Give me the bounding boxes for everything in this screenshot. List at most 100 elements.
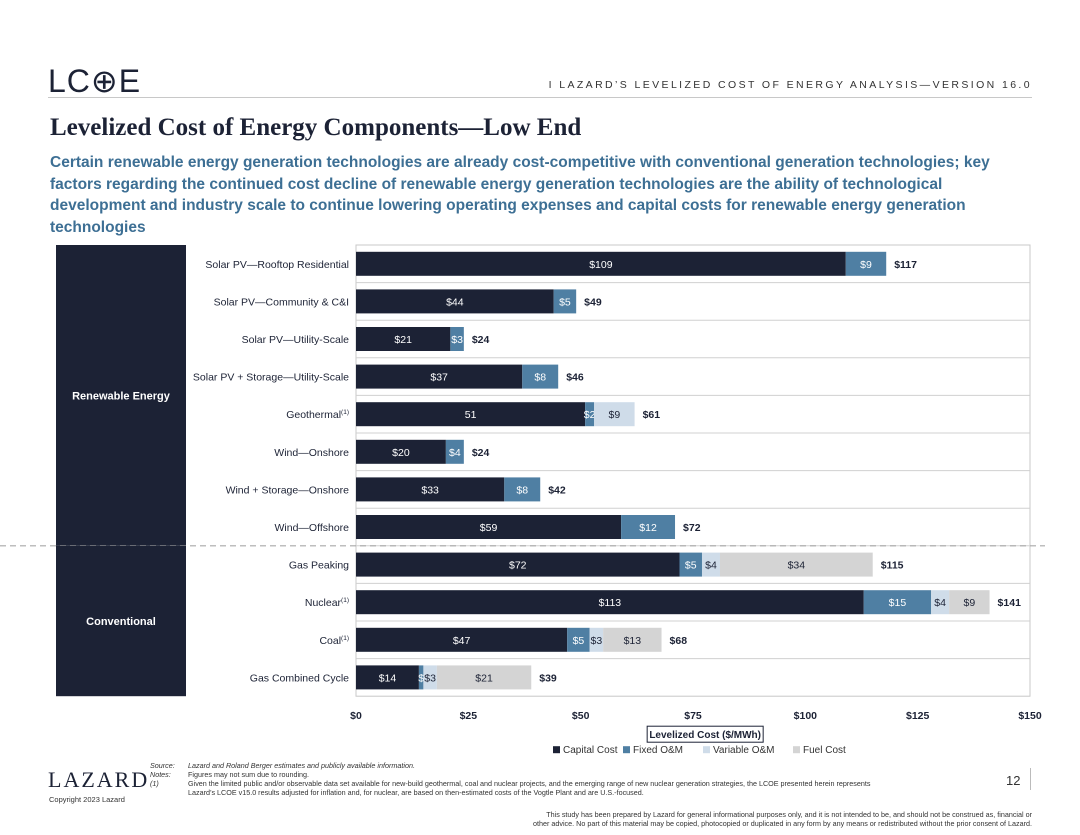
- bar-total-label: $61: [643, 409, 661, 421]
- bar-segment: [356, 665, 419, 690]
- bar-segment: [356, 402, 586, 427]
- segment-label: $4: [934, 597, 946, 609]
- segment-label: $72: [509, 560, 527, 572]
- bar-segment: [567, 627, 590, 652]
- bar-total-label: $72: [683, 522, 701, 534]
- page-number-divider: [1030, 768, 1031, 790]
- bar-segment: [356, 515, 622, 539]
- bar-segment: [589, 627, 604, 652]
- bar-segment: [845, 251, 887, 276]
- legend-swatch: [623, 746, 630, 754]
- legend-label: Capital Cost: [563, 745, 618, 756]
- notes-text: Figures may not sum due to rounding.: [188, 770, 310, 779]
- segment-label: $9: [609, 409, 621, 421]
- bar-total-label: $24: [472, 334, 490, 346]
- bar-segment: [701, 552, 720, 577]
- segment-label: $21: [475, 672, 493, 684]
- bar-total-label: $68: [670, 635, 688, 647]
- segment-label: $21: [394, 334, 412, 346]
- segment-label: $8: [516, 484, 528, 496]
- bar-segment: [949, 590, 990, 615]
- bar-segment: [356, 289, 554, 314]
- note1-line1: Given the limited public and/or observab…: [188, 779, 871, 788]
- group-band-label: Renewable Energy: [72, 390, 171, 402]
- notes-key: Notes:: [150, 770, 171, 779]
- category-footnote-marker: (1): [341, 597, 349, 604]
- page-subtitle: Certain renewable energy generation tech…: [50, 154, 990, 236]
- x-tick-label: $50: [572, 710, 590, 722]
- category-label: Solar PV—Community & C&I: [214, 296, 349, 308]
- bar-total-label: $24: [472, 447, 490, 459]
- bar-segment: [418, 665, 424, 690]
- bar-total-label: $141: [998, 597, 1022, 609]
- category-footnote-marker: (1): [341, 409, 349, 416]
- group-band: [56, 545, 186, 697]
- bar-total-label: $46: [566, 372, 584, 384]
- note1-line2: Lazard’s LCOE v15.0 results adjusted for…: [188, 788, 644, 797]
- legend-swatch: [703, 746, 710, 754]
- disclaimer: This study has been prepared by Lazard f…: [412, 810, 1032, 828]
- category-label: Wind—Onshore: [274, 447, 349, 459]
- legend-swatch: [553, 746, 560, 754]
- bar-segment: [719, 552, 873, 577]
- legend-label: Variable O&M: [713, 745, 775, 756]
- segment-label: $20: [392, 447, 410, 459]
- segment-label: $109: [589, 259, 613, 271]
- segment-label: $47: [453, 635, 471, 647]
- category-label: Wind + Storage—Onshore: [226, 484, 350, 496]
- segment-label: $4: [705, 560, 717, 572]
- legend-swatch: [793, 746, 800, 754]
- bar-segment: [504, 477, 541, 502]
- bar-segment: [356, 439, 446, 464]
- legend-label: Fixed O&M: [633, 745, 683, 756]
- bar-segment: [356, 327, 451, 351]
- bar-segment: [450, 327, 464, 351]
- segment-label: $9: [860, 259, 872, 271]
- bar-segment: [585, 402, 595, 427]
- bar-segment: [356, 590, 864, 615]
- bar-segment: [603, 627, 662, 652]
- category-label: Gas Combined Cycle: [250, 672, 349, 684]
- bar-segment: [863, 590, 932, 615]
- segment-label: $: [418, 672, 424, 684]
- bar-segment: [931, 590, 950, 615]
- segment-label: $9: [963, 597, 975, 609]
- category-label: Solar PV + Storage—Utility-Scale: [193, 372, 349, 384]
- x-tick-label: $75: [684, 710, 702, 722]
- segment-label: $13: [624, 635, 642, 647]
- segment-label: $3: [591, 635, 603, 647]
- x-axis-label: Levelized Cost ($/MWh): [649, 730, 761, 741]
- x-tick-label: $100: [794, 710, 818, 722]
- bar-segment: [522, 364, 559, 389]
- segment-label: $44: [446, 296, 464, 308]
- segment-label: $4: [449, 447, 461, 459]
- bar-total-label: $117: [894, 259, 917, 271]
- source-text: Lazard and Roland Berger estimates and p…: [188, 761, 415, 770]
- page-number: 12: [1006, 773, 1021, 788]
- bar-segment: [356, 364, 523, 389]
- group-band: [56, 245, 186, 546]
- bar-total-label: $39: [539, 672, 557, 684]
- segment-label: $34: [788, 560, 806, 572]
- category-label: Geothermal(1): [286, 409, 349, 421]
- bar-segment: [356, 552, 680, 577]
- segment-label: $113: [599, 597, 622, 609]
- segment-label: $5: [559, 296, 571, 308]
- disclaimer-line2: other advice. No part of this material m…: [532, 819, 1032, 828]
- x-axis-label-box: [646, 725, 764, 743]
- lazard-logo: LAZARD: [48, 767, 150, 792]
- segment-label: $12: [639, 522, 657, 534]
- group-band-label: Conventional: [86, 616, 156, 628]
- x-tick-label: $25: [460, 710, 478, 722]
- report-series-title: I LAZARD’S LEVELIZED COST OF ENERGY ANAL…: [548, 79, 1032, 91]
- x-tick-label: $0: [350, 710, 362, 722]
- bar-total-label: $49: [584, 296, 602, 308]
- bar-segment: [356, 251, 846, 276]
- bar-segment: [553, 289, 577, 314]
- category-label: Solar PV—Utility-Scale: [242, 334, 350, 346]
- bar-segment: [356, 627, 568, 652]
- header-divider: [48, 97, 1032, 98]
- lcoe-logo: LC⊕E: [48, 63, 142, 99]
- bar-total-label: $115: [881, 560, 904, 572]
